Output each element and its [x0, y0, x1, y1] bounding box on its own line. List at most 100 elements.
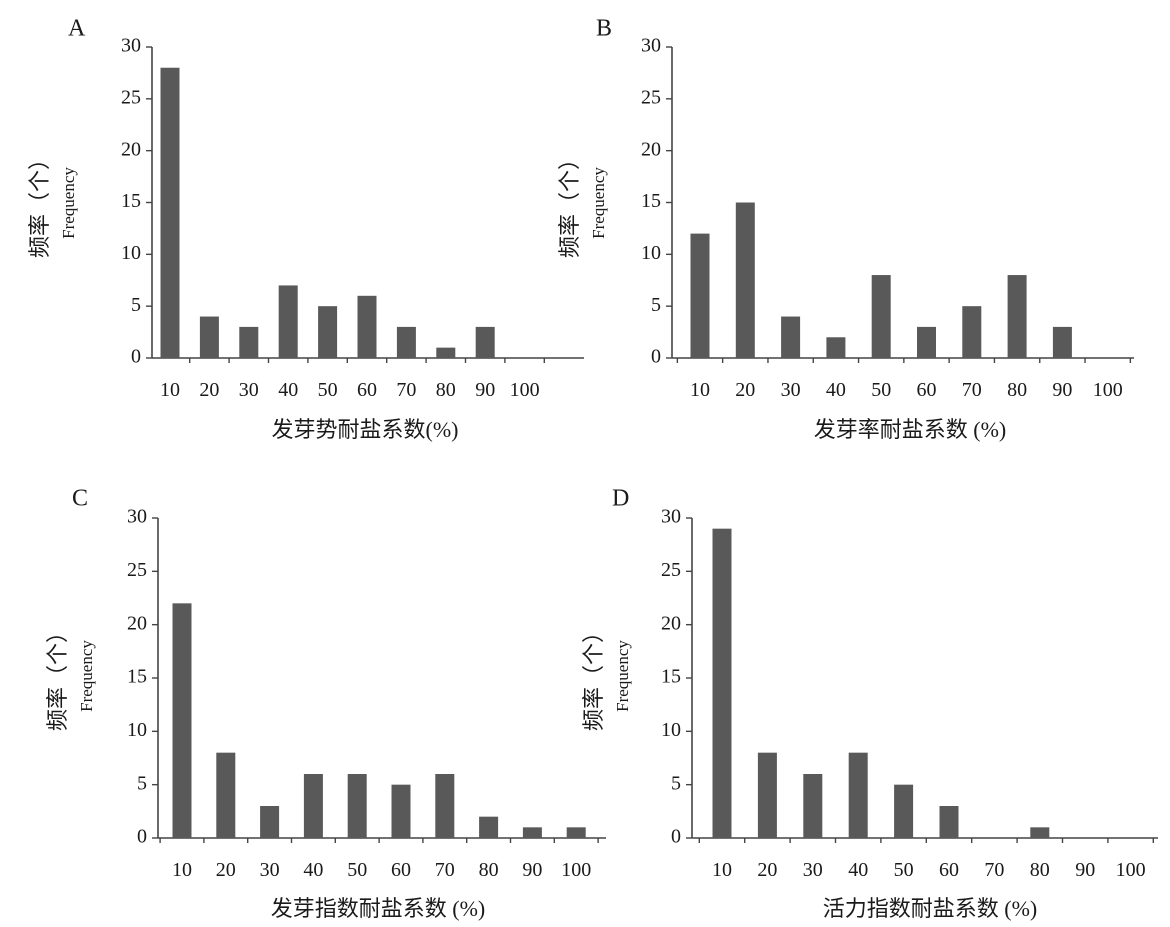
y-tick-label: 25 — [641, 86, 661, 108]
x-tick-label: 80 — [1007, 379, 1027, 401]
y-tick-label: 15 — [127, 666, 147, 688]
y-axis-title-en: Frequency — [77, 640, 96, 712]
x-tick-label: 70 — [435, 859, 455, 881]
x-tick-label: 100 — [510, 379, 540, 401]
x-tick-label: 30 — [260, 859, 280, 881]
x-tick-label: 80 — [1030, 859, 1050, 881]
x-tick-label: 40 — [278, 379, 298, 401]
x-tick-label: 90 — [522, 859, 542, 881]
y-axis-title-zh: 频率（个） — [45, 621, 70, 731]
y-tick-label: 15 — [121, 190, 141, 212]
y-tick-label: 0 — [671, 826, 681, 848]
y-tick-label: 30 — [661, 506, 681, 528]
x-tick-label: 90 — [1052, 379, 1072, 401]
bar-100 — [566, 827, 586, 838]
chart-panel-c: C 0 5 10 15 20 25 30 10 20 30 40 50 60 70 80 90 100 发芽指数耐盐… — [45, 486, 606, 921]
bar-30 — [803, 774, 823, 838]
x-tick-label: 90 — [475, 379, 495, 401]
bar-40 — [848, 752, 868, 838]
chart-panel-a: A 0 5 10 15 20 25 30 10 20 30 40 50 60 70 80 90 100 发芽势耐盐系… — [27, 16, 584, 442]
bar-10 — [172, 603, 192, 838]
x-tick-label: 30 — [239, 379, 259, 401]
y-axis-title-en: Frequency — [613, 640, 632, 712]
x-tick-label: 60 — [391, 859, 411, 881]
x-tick-label: 10 — [172, 859, 192, 881]
x-tick-label: 90 — [1075, 859, 1095, 881]
y-tick-label: 30 — [127, 506, 147, 528]
bar-50 — [318, 306, 338, 358]
x-tick-label: 20 — [735, 379, 755, 401]
x-tick-label: 60 — [917, 379, 937, 401]
bar-30 — [260, 806, 280, 838]
y-axis-title-en: Frequency — [589, 167, 608, 239]
y-tick-label: 10 — [661, 719, 681, 741]
y-tick-label: 20 — [641, 138, 661, 160]
x-tick-label: 10 — [160, 379, 180, 401]
y-axis-title-en: Frequency — [59, 167, 78, 239]
bar-80 — [436, 347, 456, 358]
bar-20 — [735, 202, 755, 358]
bar-70 — [962, 306, 982, 358]
x-tick-label: 10 — [712, 859, 732, 881]
x-axis-title: 发芽指数耐盐系数 (%) — [271, 896, 485, 921]
bar-80 — [479, 816, 499, 838]
panel-letter: A — [68, 16, 86, 42]
y-tick-label: 0 — [651, 346, 661, 368]
chart-panel-b: B 0 5 10 15 20 25 30 10 20 30 40 50 60 70 80 90 100 发芽率耐盐系… — [557, 16, 1134, 442]
y-tick-label: 20 — [127, 612, 147, 634]
y-tick-label: 5 — [671, 772, 681, 794]
bar-10 — [160, 67, 180, 358]
bar-90 — [522, 827, 542, 838]
x-tick-label: 50 — [894, 859, 914, 881]
x-tick-label: 80 — [479, 859, 499, 881]
x-axis-title: 发芽势耐盐系数(%) — [272, 417, 459, 442]
y-tick-label: 30 — [641, 35, 661, 57]
panel-letter: B — [596, 16, 612, 42]
panel-letter: D — [612, 486, 629, 512]
x-axis-title: 发芽率耐盐系数 (%) — [814, 417, 1006, 442]
y-tick-label: 10 — [641, 242, 661, 264]
y-tick-label: 5 — [131, 294, 141, 316]
x-tick-label: 20 — [216, 859, 236, 881]
y-tick-label: 0 — [137, 826, 147, 848]
y-tick-label: 25 — [661, 559, 681, 581]
x-tick-label: 50 — [347, 859, 367, 881]
bar-50 — [894, 784, 914, 838]
x-axis-title: 活力指数耐盐系数 (%) — [823, 896, 1037, 921]
x-tick-label: 40 — [303, 859, 323, 881]
x-tick-label: 30 — [781, 379, 801, 401]
panel-letter: C — [72, 486, 88, 512]
y-tick-label: 25 — [121, 86, 141, 108]
y-tick-label: 0 — [131, 346, 141, 368]
bar-60 — [357, 295, 377, 358]
bar-40 — [303, 774, 323, 838]
x-tick-label: 20 — [757, 859, 777, 881]
x-tick-label: 100 — [561, 859, 591, 881]
bar-10 — [712, 528, 732, 838]
y-tick-label: 20 — [661, 612, 681, 634]
x-tick-label: 40 — [848, 859, 868, 881]
x-tick-label: 70 — [984, 859, 1004, 881]
bar-90 — [475, 326, 495, 358]
y-tick-label: 30 — [121, 35, 141, 57]
bar-70 — [396, 326, 416, 358]
y-tick-label: 10 — [121, 242, 141, 264]
x-tick-label: 60 — [939, 859, 959, 881]
bar-80 — [1030, 827, 1050, 838]
y-axis-title-zh: 频率（个） — [27, 148, 52, 258]
bar-50 — [347, 774, 367, 838]
x-tick-label: 40 — [826, 379, 846, 401]
bar-60 — [917, 326, 936, 358]
x-tick-label: 100 — [1116, 859, 1146, 881]
bar-20 — [216, 752, 236, 838]
bar-70 — [435, 774, 455, 838]
x-tick-label: 20 — [199, 379, 219, 401]
x-tick-label: 60 — [357, 379, 377, 401]
y-tick-label: 15 — [641, 190, 661, 212]
y-axis-title-zh: 频率（个） — [557, 148, 582, 258]
y-axis-title-zh: 频率（个） — [581, 621, 606, 731]
bar-30 — [781, 316, 801, 358]
y-tick-label: 5 — [651, 294, 661, 316]
bar-90 — [1052, 326, 1072, 358]
